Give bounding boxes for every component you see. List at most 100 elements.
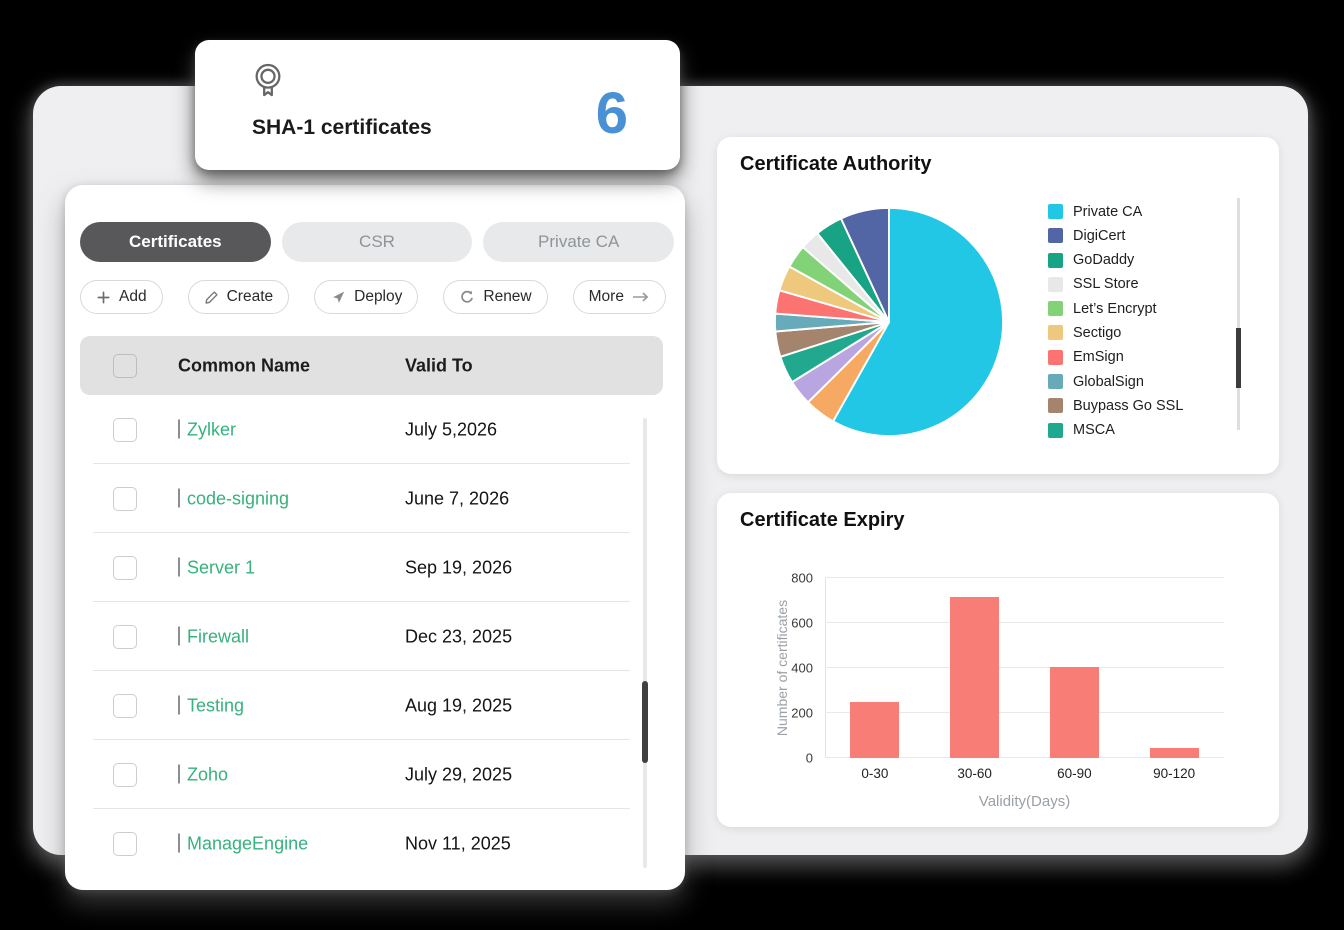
more-button[interactable]: More <box>572 280 666 314</box>
legend-label: Let’s Encrypt <box>1073 300 1157 317</box>
legend-item: SSL Store <box>1048 276 1183 293</box>
pie-slice <box>840 206 890 323</box>
legend-item: EmSign <box>1048 349 1183 365</box>
authority-card-title: Certificate Authority <box>740 153 932 175</box>
sha1-card-title: SHA-1 certificates <box>252 116 432 139</box>
legend-swatch <box>1048 301 1063 317</box>
row-checkbox[interactable] <box>113 762 137 787</box>
name-prefix-bar <box>178 488 180 507</box>
valid-to-date: Dec 23, 2025 <box>405 626 513 646</box>
tab-private-ca[interactable]: Private CA <box>483 222 675 262</box>
y-tick-label: 800 <box>791 570 813 586</box>
legend-scrollbar[interactable] <box>1236 198 1241 430</box>
x-tick-label: 90-120 <box>1153 766 1196 781</box>
legend-item: MSCA <box>1048 422 1183 438</box>
name-prefix-bar <box>178 626 180 645</box>
legend-swatch <box>1048 276 1063 292</box>
legend-swatch <box>1048 252 1063 268</box>
refresh-icon <box>459 289 475 305</box>
certificate-authority-card: Certificate Authority Private CA DigiCert… <box>717 137 1279 474</box>
legend-label: GlobalSign <box>1073 373 1144 390</box>
arrow-right-icon <box>632 291 650 303</box>
row-checkbox[interactable] <box>113 417 137 442</box>
name-prefix-bar <box>178 557 180 576</box>
plus-icon <box>96 290 111 305</box>
certificate-name-link[interactable]: Server 1 <box>178 557 255 578</box>
x-tick-label: 0-30 <box>861 766 889 781</box>
legend-item: GoDaddy <box>1048 252 1183 268</box>
name-prefix-bar <box>178 764 180 783</box>
legend-item: Sectigo <box>1048 324 1183 341</box>
legend-swatch <box>1048 398 1063 414</box>
table-row: code-signing June 7, 2026 <box>80 464 663 533</box>
medal-icon <box>251 62 285 107</box>
valid-to-date: June 7, 2026 <box>405 488 510 508</box>
row-checkbox[interactable] <box>113 486 137 511</box>
row-checkbox[interactable] <box>113 693 137 718</box>
bar-0-30 <box>850 701 900 758</box>
certificate-name-link[interactable]: Zylker <box>178 419 236 440</box>
y-tick-label: 200 <box>791 705 813 721</box>
y-tick-label: 600 <box>791 615 813 631</box>
expiry-card-title: Certificate Expiry <box>740 509 905 531</box>
table-row: Server 1 Sep 19, 2026 <box>80 533 663 602</box>
column-header-common-name: Common Name <box>178 355 311 375</box>
certificates-panel: Certificates CSR Private CA Add Create Deplo… <box>65 185 685 890</box>
sha1-summary-card: SHA-1 certificates 6 <box>195 40 680 170</box>
x-axis-title: Validity(Days) <box>978 793 1071 810</box>
button-label: Deploy <box>354 288 403 305</box>
certificate-name-link[interactable]: Firewall <box>178 626 249 647</box>
table-row: Firewall Dec 23, 2025 <box>80 602 663 671</box>
select-all-checkbox[interactable] <box>113 353 137 378</box>
legend-swatch <box>1048 422 1063 438</box>
row-checkbox[interactable] <box>113 555 137 580</box>
certificate-name-link[interactable]: Zoho <box>178 764 228 785</box>
certificate-name-link[interactable]: ManageEngine <box>178 833 308 854</box>
tab-certificates[interactable]: Certificates <box>80 222 271 262</box>
legend-swatch <box>1048 204 1063 219</box>
bar-90-120 <box>1149 747 1199 758</box>
button-label: Renew <box>483 288 532 305</box>
valid-to-date: July 29, 2025 <box>405 764 513 784</box>
button-label: Add <box>119 288 147 305</box>
table-row: Zoho July 29, 2025 <box>80 740 663 809</box>
y-tick-label: 0 <box>805 750 813 766</box>
legend-swatch <box>1048 349 1063 365</box>
table-scrollbar-thumb[interactable] <box>642 681 648 763</box>
renew-button[interactable]: Renew <box>443 280 548 314</box>
sha1-count: 6 <box>595 81 628 146</box>
gridline <box>825 622 1224 623</box>
pie-slice <box>832 206 1005 437</box>
toolbar: Add Create Deploy Renew More <box>80 280 666 314</box>
x-axis-labels: 0-30 30-60 60-90 90-120 <box>825 766 1224 784</box>
tab-csr[interactable]: CSR <box>281 222 473 262</box>
legend-scrollbar-thumb[interactable] <box>1236 328 1241 388</box>
legend-label: Buypass Go SSL <box>1073 397 1184 414</box>
valid-to-date: Nov 11, 2025 <box>405 833 511 853</box>
create-button[interactable]: Create <box>187 280 290 314</box>
legend-label: DigiCert <box>1073 227 1126 244</box>
table-body: Zylker July 5,2026 code-signing June 7, 202… <box>80 395 663 878</box>
button-label: Create <box>226 288 274 305</box>
deploy-button[interactable]: Deploy <box>314 280 419 314</box>
add-button[interactable]: Add <box>80 280 163 314</box>
row-checkbox[interactable] <box>113 831 137 856</box>
send-icon <box>330 289 346 305</box>
gridline <box>825 667 1224 668</box>
pencil-icon <box>204 290 219 305</box>
certificate-expiry-card: Certificate Expiry Number of certificate… <box>717 493 1279 827</box>
button-label: More <box>588 288 624 305</box>
legend-label: Sectigo <box>1073 324 1122 341</box>
certificate-name-link[interactable]: code-signing <box>178 488 289 509</box>
row-checkbox[interactable] <box>113 624 137 649</box>
valid-to-date: Aug 19, 2025 <box>405 695 513 715</box>
legend-swatch <box>1048 228 1063 244</box>
gridline <box>825 712 1224 713</box>
name-prefix-bar <box>178 695 180 714</box>
name-prefix-bar <box>178 833 180 852</box>
legend-label: SSL Store <box>1073 276 1139 293</box>
legend-swatch <box>1048 374 1063 390</box>
certificate-name-link[interactable]: Testing <box>178 695 244 716</box>
table-scrollbar[interactable] <box>642 418 648 868</box>
